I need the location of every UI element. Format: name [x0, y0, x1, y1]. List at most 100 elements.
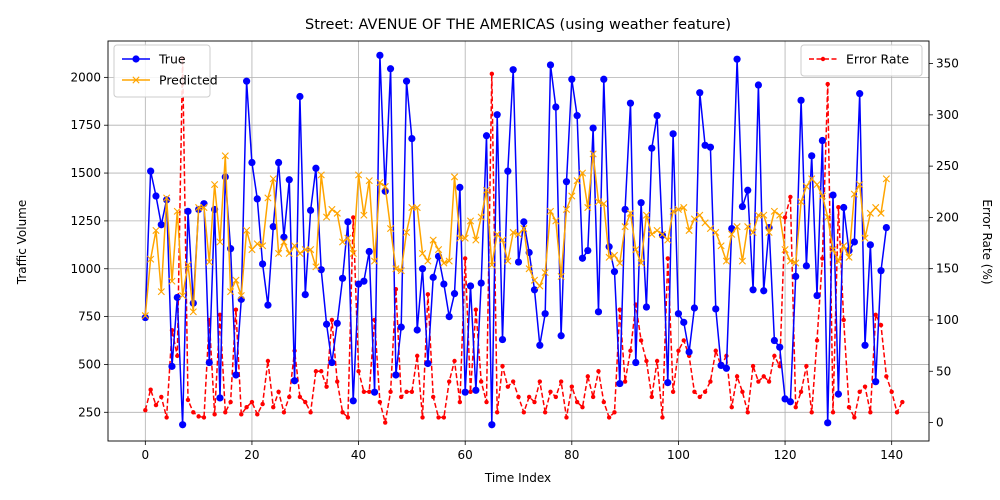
- data-point: [610, 251, 619, 259]
- data-point: [797, 96, 805, 104]
- data-point: [243, 226, 251, 235]
- data-point: [239, 412, 244, 417]
- legend-left: True Predicted: [113, 44, 218, 98]
- data-point: [461, 234, 469, 242]
- data-point: [877, 267, 885, 275]
- data-point: [526, 394, 532, 400]
- data-point: [376, 51, 384, 59]
- data-point: [452, 358, 457, 364]
- data-point: [653, 112, 661, 120]
- data-point: [434, 246, 443, 254]
- data-point: [852, 415, 857, 420]
- data-point: [669, 207, 677, 215]
- data-point: [344, 218, 352, 226]
- data-point: [205, 258, 213, 266]
- x-tick-label: 60: [458, 448, 473, 462]
- series-predicted: [141, 150, 890, 320]
- data-point: [488, 421, 496, 429]
- data-point: [850, 190, 858, 198]
- data-point: [388, 389, 393, 394]
- data-point: [729, 404, 734, 410]
- data-point: [173, 207, 181, 215]
- data-point: [143, 408, 148, 413]
- data-point: [824, 213, 832, 221]
- data-point: [866, 209, 874, 217]
- data-point: [228, 399, 233, 405]
- data-point: [333, 319, 341, 327]
- data-point: [578, 254, 587, 262]
- data-point: [205, 358, 213, 367]
- data-point: [472, 386, 480, 394]
- data-point: [546, 61, 555, 69]
- data-point: [424, 257, 432, 265]
- data-point: [290, 377, 299, 385]
- data-point: [509, 228, 517, 236]
- data-point: [654, 358, 660, 364]
- data-point: [386, 224, 395, 233]
- data-point: [541, 268, 549, 277]
- data-point: [649, 394, 654, 400]
- data-point: [184, 261, 192, 269]
- data-point: [461, 388, 469, 396]
- data-point: [424, 359, 432, 368]
- y2-axis-label: Error Rate (%): [980, 199, 994, 284]
- data-point: [712, 305, 720, 313]
- data-point: [856, 180, 864, 189]
- x-tick-label: 40: [351, 448, 366, 462]
- x-axis: 0 20 40 60 80 100 120 140: [141, 441, 903, 462]
- data-point: [354, 280, 363, 288]
- data-point: [692, 389, 697, 394]
- data-point: [814, 338, 820, 343]
- data-point: [402, 77, 411, 85]
- data-point: [392, 371, 400, 379]
- data-point: [482, 132, 491, 140]
- data-point: [802, 262, 810, 270]
- data-point: [770, 336, 778, 345]
- data-point: [260, 401, 265, 407]
- data-point: [287, 394, 292, 400]
- data-point: [713, 348, 718, 353]
- data-point: [408, 203, 416, 212]
- data-point: [530, 286, 539, 294]
- data-point: [429, 236, 437, 244]
- data-point: [802, 182, 810, 191]
- data-point: [717, 361, 725, 370]
- data-point: [431, 394, 436, 400]
- data-point: [248, 158, 256, 167]
- data-point: [584, 246, 592, 255]
- data-point: [386, 65, 395, 73]
- data-point: [664, 236, 672, 244]
- data-point: [825, 81, 830, 87]
- data-point: [488, 261, 496, 269]
- data-point: [243, 77, 251, 85]
- data-point: [857, 389, 862, 394]
- data-point: [285, 249, 293, 258]
- data-point: [798, 389, 804, 394]
- series-line-true: [144, 55, 888, 425]
- data-point: [804, 363, 809, 369]
- data-point: [621, 223, 629, 231]
- data-point: [628, 348, 633, 353]
- data-point: [829, 246, 837, 254]
- x-tick-label: 120: [774, 448, 797, 462]
- data-point: [820, 256, 825, 261]
- data-point: [296, 92, 304, 101]
- data-point: [418, 249, 427, 258]
- data-point: [472, 236, 480, 244]
- legend-label: Error Rate: [846, 52, 909, 67]
- data-point: [157, 221, 165, 229]
- x-axis-label: Time Index: [484, 471, 551, 485]
- data-point: [584, 203, 592, 212]
- data-point: [792, 259, 800, 267]
- data-point: [312, 263, 320, 271]
- data-point: [760, 287, 768, 295]
- data-point: [420, 415, 425, 420]
- data-point: [756, 379, 761, 384]
- data-point: [632, 358, 640, 367]
- data-point: [415, 353, 420, 359]
- data-point: [808, 152, 816, 160]
- data-point: [552, 217, 560, 225]
- y-tick-label: 250: [78, 405, 101, 419]
- data-point: [173, 293, 181, 302]
- data-point: [889, 389, 894, 394]
